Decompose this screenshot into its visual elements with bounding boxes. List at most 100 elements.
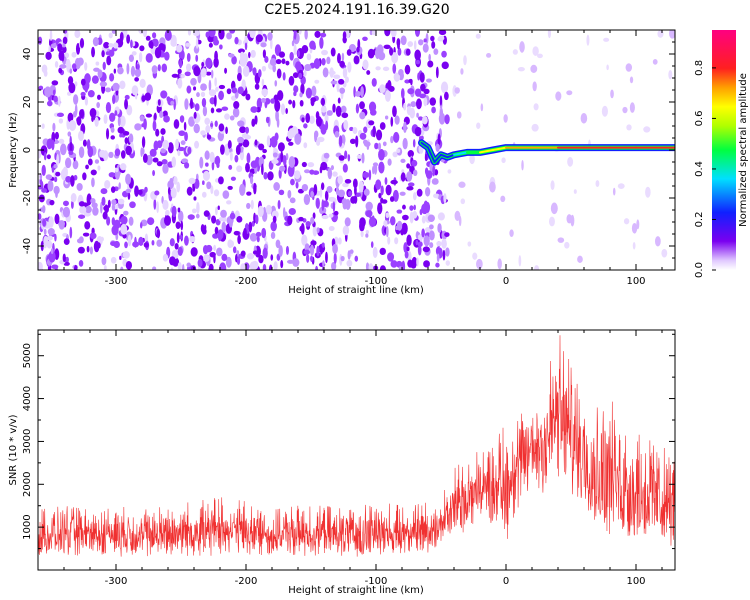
spectrogram-noise-blob bbox=[256, 97, 263, 110]
spectrogram-noise-blob bbox=[426, 78, 432, 83]
spectrogram-noise-blob bbox=[99, 81, 108, 87]
spectrogram-noise-blob bbox=[73, 94, 79, 105]
spectrogram-noise-blob bbox=[387, 158, 392, 166]
spectrogram-noise-blob bbox=[261, 227, 267, 239]
spectrogram-noise-blob bbox=[47, 180, 54, 192]
spectrogram-noise-blob bbox=[262, 247, 268, 259]
snr-y-label: SNR (10 * v/v) bbox=[8, 414, 19, 485]
spectrogram-noise-blob bbox=[136, 63, 140, 70]
spectrogram-noise-blob bbox=[51, 165, 55, 173]
spectrogram-noise-blob bbox=[421, 215, 426, 224]
spectrogram-noise-blob bbox=[372, 165, 375, 175]
spectrogram-noise-blob bbox=[261, 78, 265, 87]
spectrogram-noise-blob bbox=[606, 64, 609, 71]
spectrogram-noise-blob bbox=[400, 158, 406, 164]
spectrogram-noise-blob bbox=[266, 135, 271, 148]
spectrogram-noise-blob bbox=[147, 217, 155, 226]
spectrogram-noise-blob bbox=[383, 220, 388, 227]
spectrogram-noise-blob bbox=[113, 68, 117, 74]
spectrogram-noise-blob bbox=[603, 37, 610, 42]
spectrogram-noise-blob bbox=[458, 181, 466, 188]
spectrogram-noise-blob bbox=[211, 215, 217, 224]
spectrogram-noise-blob bbox=[144, 186, 148, 193]
spectrogram-noise-blob bbox=[104, 204, 108, 215]
spectrogram-noise-blob bbox=[84, 61, 88, 71]
spectrogram-noise-blob bbox=[255, 34, 263, 43]
spectrogram-noise-blob bbox=[303, 193, 311, 206]
spectrogram-noise-blob bbox=[185, 42, 191, 47]
spectrogram-noise-blob bbox=[163, 115, 170, 123]
spectrogram-y-ticks: -40 -20 0 20 40 bbox=[22, 41, 675, 259]
spectrogram-noise-blob bbox=[372, 246, 378, 258]
spectrogram-noise-blob bbox=[237, 86, 244, 95]
spectrogram-noise-blob bbox=[202, 170, 211, 181]
spectrogram-noise-blob bbox=[120, 150, 126, 159]
spectrogram-noise-blob bbox=[84, 96, 89, 106]
spectrogram-noise-blob bbox=[315, 197, 320, 209]
spectrogram-noise-blob bbox=[157, 64, 161, 72]
spectrogram-noise-blob bbox=[359, 101, 365, 110]
spectrogram-noise-blob bbox=[101, 256, 107, 266]
spectrogram-noise-blob bbox=[173, 176, 178, 185]
spectrogram-noise-blob bbox=[400, 35, 407, 46]
spectrogram-noise-blob bbox=[337, 52, 341, 64]
spectrogram-noise-blob bbox=[373, 162, 378, 175]
spectrogram-noise-blob bbox=[218, 84, 226, 90]
spectrogram-noise-blob bbox=[256, 235, 260, 243]
spectrogram-noise-blob bbox=[67, 91, 72, 96]
spectrogram-noise-blob bbox=[177, 77, 183, 89]
spectrogram-noise-blob bbox=[152, 266, 157, 270]
spectrogram-noise-blob bbox=[128, 133, 134, 144]
spectrogram-noise-blob bbox=[251, 260, 259, 270]
spectrogram-noise-blob bbox=[375, 66, 381, 71]
spectrogram-noise-blob bbox=[444, 91, 449, 101]
spectrogram-noise-blob bbox=[193, 111, 197, 119]
spectrogram-noise-blob bbox=[236, 216, 243, 223]
spectrogram-noise-blob bbox=[62, 253, 66, 263]
spectrogram-noise-blob bbox=[225, 256, 232, 268]
spectrogram-noise-blob bbox=[301, 183, 309, 192]
spectrogram-noise-blob bbox=[333, 74, 341, 80]
snr-frame bbox=[37, 329, 676, 571]
spectrogram-noise-blob bbox=[85, 164, 89, 170]
spectrogram-noise-blob bbox=[90, 169, 97, 176]
spectrogram-noise-blob bbox=[378, 161, 385, 174]
spectrogram-noise-blob bbox=[402, 222, 408, 231]
spectrogram-noise-blob bbox=[437, 223, 442, 233]
spectrogram-noise-blob bbox=[317, 136, 325, 143]
spectrogram-noise-blob bbox=[503, 114, 508, 123]
spectrogram-noise-blob bbox=[235, 144, 241, 156]
snr-panel: -300 -200 -100 0 100 1000 2000 3000 4000 5000 He… bbox=[8, 329, 676, 596]
spectrogram-noise-blob bbox=[122, 233, 127, 239]
spectrogram-noise-blob bbox=[435, 66, 439, 79]
spectrogram-noise-blob bbox=[362, 171, 370, 178]
spectrogram-noise-blob bbox=[208, 263, 214, 270]
spectrogram-noise-blob bbox=[276, 68, 282, 79]
spectrogram-noise-blob bbox=[365, 201, 373, 211]
spectrogram-noise-blob bbox=[193, 123, 200, 134]
spectrogram-noise-blob bbox=[372, 125, 376, 138]
spectrogram-noise-blob bbox=[170, 187, 177, 199]
spectrogram-noise-blob bbox=[228, 53, 235, 58]
spectrogram-noise-blob bbox=[231, 87, 238, 94]
spectrogram-noise-blob bbox=[519, 41, 525, 53]
spectrogram-noise-blob bbox=[92, 36, 99, 47]
spectrogram-noise-blob bbox=[194, 103, 200, 112]
spectrogram-noise-blob bbox=[111, 225, 119, 236]
spectrogram-noise-blob bbox=[246, 191, 252, 196]
spectrogram-noise-blob bbox=[180, 220, 184, 231]
spectrogram-noise-blob bbox=[246, 152, 251, 164]
spectrogram-noise-blob bbox=[183, 121, 187, 131]
spectrogram-noise-blob bbox=[184, 162, 190, 169]
spectrogram-noise-blob bbox=[177, 261, 182, 270]
spectrogram-noise-blob bbox=[126, 34, 131, 44]
spectrogram-noise-blob bbox=[327, 167, 333, 180]
spectrogram-noise-blob bbox=[270, 231, 276, 240]
spectrogram-noise-blob bbox=[342, 31, 347, 40]
x-tick-label: -100 bbox=[365, 576, 388, 587]
spectrogram-noise-blob bbox=[58, 118, 64, 124]
colorbar-tick-label: 0.4 bbox=[694, 161, 705, 177]
spectrogram-noise-blob bbox=[211, 69, 214, 79]
spectrogram-noise-blob bbox=[325, 120, 329, 131]
spectrogram-noise-blob bbox=[106, 216, 111, 226]
